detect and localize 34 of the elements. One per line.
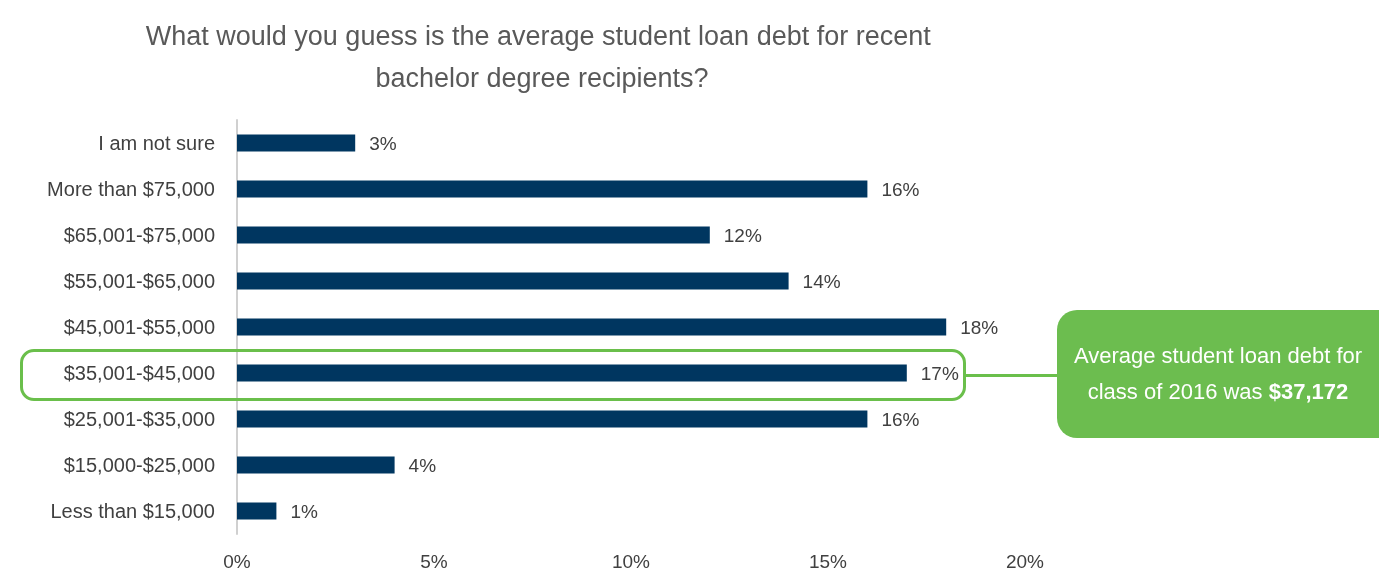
y-tick-label: $35,001-$45,000 [63, 362, 215, 384]
data-label: 16% [881, 178, 920, 200]
data-label: 17% [920, 362, 959, 384]
x-tick-label: 10% [611, 551, 651, 572]
bar [237, 134, 356, 152]
bar [237, 272, 789, 290]
bar [237, 226, 710, 244]
bar [237, 318, 947, 336]
y-tick-label: $65,001-$75,000 [63, 224, 215, 246]
bar [237, 180, 868, 198]
y-tick-label: $45,001-$55,000 [63, 316, 215, 338]
y-tick-label: I am not sure [98, 132, 215, 154]
data-label: 14% [802, 270, 841, 292]
data-label: 12% [723, 224, 762, 246]
x-tick-label: 0% [223, 551, 251, 572]
data-label: 16% [881, 408, 920, 430]
x-tick-label: 15% [808, 551, 848, 572]
y-tick-label: Less than $15,000 [50, 500, 215, 522]
y-tick-label: $55,001-$65,000 [63, 270, 215, 292]
x-tick-label: 5% [420, 551, 448, 572]
x-tick-label: 20% [1005, 551, 1045, 572]
data-label: 3% [369, 132, 397, 154]
chart-title: What would you guess is the average student loan debt for recent bachelor degree recipients? [145, 21, 939, 93]
data-label: 4% [408, 454, 437, 476]
text: Average student loan debt for class of 2016 was $37,172 [1072, 342, 1364, 406]
bar [237, 502, 277, 520]
y-tick-label: More than $75,000 [47, 178, 215, 200]
bar [237, 456, 395, 474]
y-tick-label: $25,001-$35,000 [63, 408, 215, 430]
bar [237, 364, 907, 382]
data-label: 1% [290, 500, 318, 522]
y-tick-label: $15,000-$25,000 [63, 454, 215, 476]
bar [237, 410, 868, 428]
data-label: 18% [960, 316, 999, 338]
